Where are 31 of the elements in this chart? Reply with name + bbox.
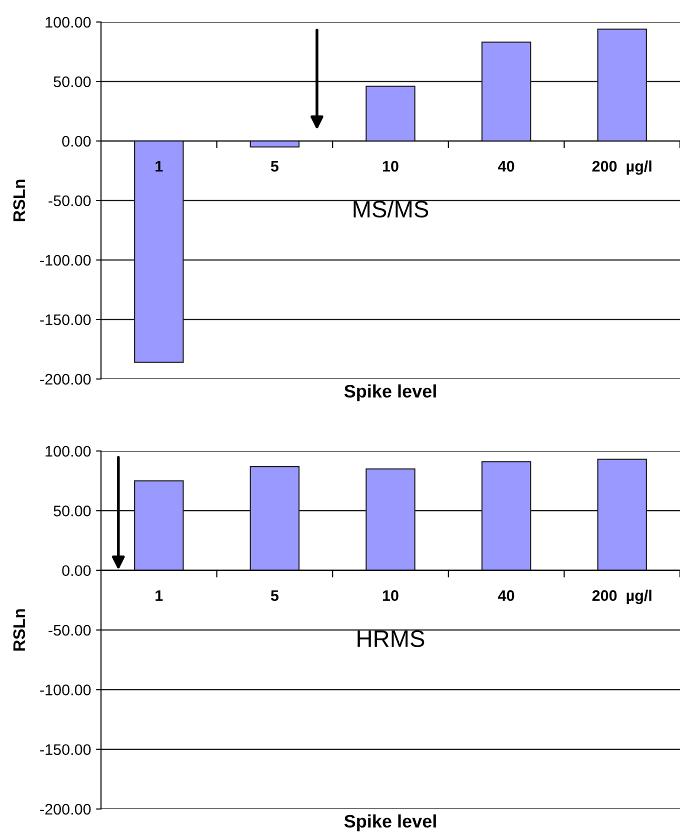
y-tick-label: -200.00 — [40, 374, 91, 385]
y-tick-label: -200.00 — [40, 804, 91, 815]
bar — [366, 86, 416, 142]
y-tick-label: -50.00 — [48, 624, 91, 636]
annotation: HRMS — [358, 630, 424, 648]
y-tick-label: -100.00 — [40, 684, 91, 696]
y-tick-label: 100.00 — [46, 16, 91, 28]
y-axis-title: RSLn — [13, 609, 26, 651]
x-axis-title: Spike level — [344, 384, 436, 402]
y-tick-label: -150.00 — [40, 744, 91, 756]
y-tick-label: 0.00 — [62, 136, 91, 147]
y-tick-label: 50.00 — [54, 76, 91, 88]
y-tick-label: 100.00 — [46, 446, 91, 457]
x-tick-label: 1 — [156, 161, 163, 172]
annotation: MS/MS — [354, 200, 428, 218]
x-tick-label: 10 — [382, 160, 398, 172]
x-tick-label: 40 — [498, 590, 514, 601]
x-tick-label: 5 — [270, 590, 279, 601]
x-tick-label: 200 µg/l — [592, 160, 652, 175]
y-tick-label: -50.00 — [48, 195, 91, 206]
y-tick-label: -150.00 — [40, 314, 91, 326]
y-tick-label: 50.00 — [54, 506, 91, 516]
y-tick-label: 0.00 — [62, 565, 91, 576]
x-tick-label: 5 — [270, 161, 279, 172]
x-axis-title: Spike level — [344, 814, 436, 832]
y-axis-title: RSLn — [13, 180, 26, 222]
y-tick-label: -100.00 — [40, 254, 91, 266]
x-tick-label: 1 — [156, 590, 163, 601]
x-tick-label: 200 µg/l — [592, 590, 652, 604]
x-tick-label: 40 — [498, 160, 514, 172]
x-tick-label: 10 — [382, 590, 398, 601]
